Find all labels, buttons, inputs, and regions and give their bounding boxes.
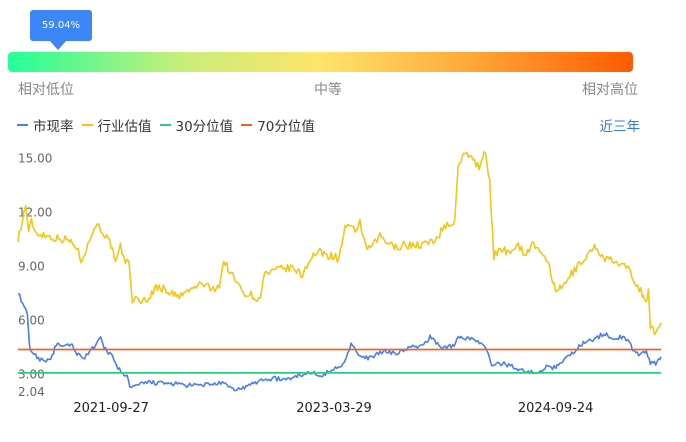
legend-item-p30[interactable]: 30分位值: [159, 115, 234, 135]
percentile-bubble: 59.04%: [30, 10, 92, 41]
scale-label-high: 相对高位: [582, 82, 638, 98]
legend-swatch-pcf: [17, 124, 28, 126]
scale-label-low: 相对低位: [18, 82, 74, 98]
legend-item-p70[interactable]: 70分位值: [241, 115, 315, 135]
percentile-value: 59.04%: [41, 20, 81, 31]
y-tick-label: 15.00: [18, 152, 52, 166]
industry-valuation-line: [17, 150, 662, 336]
legend-item-pcf[interactable]: 市现率: [17, 115, 74, 135]
legend-swatch-p70: [241, 124, 253, 126]
legend-label-pcf: 市现率: [33, 119, 74, 135]
percentile-pointer: [50, 41, 66, 50]
y-tick-label: 2.04: [18, 385, 45, 399]
legend-item-industry[interactable]: 行业估值: [81, 115, 152, 135]
scale-label-mid: 中等: [314, 82, 342, 98]
legend-label-industry: 行业估值: [97, 119, 152, 135]
legend-swatch-p30: [159, 124, 171, 126]
legend-label-p30: 30分位值: [175, 119, 234, 135]
range-selector-3y[interactable]: 近三年: [599, 119, 641, 135]
y-tick-label: 6.00: [18, 314, 45, 328]
chart-legend: 市现率 行业估值 30分位值 70分位值: [17, 115, 323, 135]
percentile-gradient-bar: [8, 52, 633, 72]
legend-swatch-industry: [81, 124, 93, 126]
y-tick-label: 3.00: [18, 368, 45, 382]
x-tick-label: 2021-09-27: [73, 401, 149, 416]
legend-label-p70: 70分位值: [257, 119, 315, 135]
x-tick-label: 2024-09-24: [518, 401, 594, 416]
pcf-ratio-line: [18, 293, 662, 392]
x-tick-label: 2023-03-29: [296, 401, 372, 416]
y-tick-label: 9.00: [18, 260, 45, 274]
